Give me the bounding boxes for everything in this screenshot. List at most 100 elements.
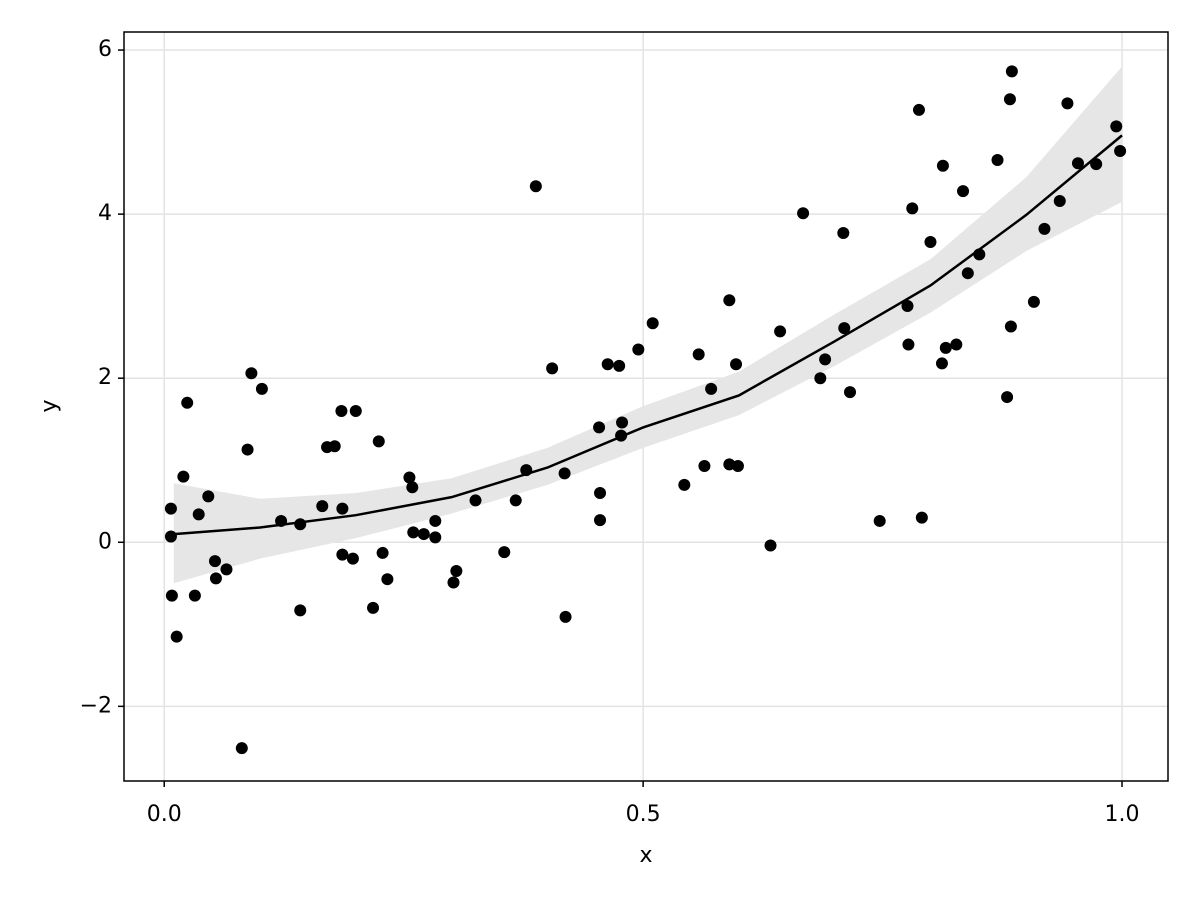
- scatter-point: [838, 322, 851, 335]
- scatter-point: [837, 226, 850, 239]
- scatter-point: [819, 353, 832, 366]
- scatter-point: [698, 459, 711, 472]
- confidence-band: [173, 66, 1123, 584]
- scatter-point: [1114, 144, 1127, 157]
- axes: 0.0 0.5 1.0 −2 0 2 4 6: [80, 37, 1140, 827]
- scatter-point: [328, 440, 341, 453]
- scatter-point: [165, 589, 178, 602]
- scatter-point: [873, 514, 886, 527]
- scatter-point: [601, 358, 614, 371]
- scatter-point: [209, 572, 222, 585]
- x-tick-label: 0.0: [147, 802, 182, 827]
- scatter-point: [447, 576, 460, 589]
- scatter-point: [692, 348, 705, 361]
- scatter-point: [961, 267, 974, 280]
- scatter-point: [164, 502, 177, 515]
- scatter-point: [429, 514, 442, 527]
- scatter-point: [1090, 158, 1103, 171]
- scatter-point: [346, 552, 359, 565]
- scatter-point: [202, 490, 215, 503]
- scatter-point: [450, 564, 463, 577]
- scatter-point: [559, 610, 572, 623]
- scatter-point: [164, 530, 177, 543]
- scatter-point: [335, 405, 348, 418]
- scatter-point: [1053, 194, 1066, 207]
- scatter-point: [950, 338, 963, 351]
- scatter-point: [901, 300, 914, 313]
- scatter-point: [220, 563, 233, 576]
- scatter-point: [316, 500, 329, 513]
- fit-line: [173, 134, 1123, 536]
- y-tick-label: 0: [98, 529, 112, 554]
- scatter-point: [1061, 97, 1074, 110]
- scatter-point: [181, 396, 194, 409]
- scatter-point: [336, 548, 349, 561]
- scatter-point: [403, 471, 416, 484]
- marks: [164, 65, 1127, 755]
- scatter-point: [730, 358, 743, 371]
- y-tick-label: −2: [80, 693, 112, 718]
- scatter-point: [255, 382, 268, 395]
- scatter-point: [177, 470, 190, 483]
- scatter-point: [646, 317, 659, 330]
- scatter-point: [723, 294, 736, 307]
- scatter-point: [814, 372, 827, 385]
- scatter-point: [594, 487, 607, 500]
- scatter-point: [764, 539, 777, 552]
- scatter-point: [678, 478, 691, 491]
- scatter-point: [469, 494, 482, 507]
- scatter-point: [372, 435, 385, 448]
- scatter-point: [294, 518, 307, 531]
- x-tick-label: 0.5: [626, 802, 661, 827]
- scatter-point: [406, 481, 419, 494]
- scatter-point: [208, 555, 221, 568]
- scatter-point: [774, 325, 787, 338]
- scatter-point: [1071, 157, 1084, 170]
- x-tick-label: 1.0: [1105, 802, 1140, 827]
- y-tick-label: 4: [98, 201, 112, 226]
- y-axis-label: y: [37, 399, 62, 412]
- scatter-point: [367, 601, 380, 614]
- scatter-point: [407, 526, 420, 539]
- scatter-point: [245, 367, 258, 380]
- scatter-point: [844, 386, 857, 399]
- scatter-point: [529, 180, 542, 193]
- scatter-point: [1110, 120, 1123, 133]
- scatter-point: [1005, 65, 1018, 78]
- scatter-point: [939, 341, 952, 354]
- scatter-point: [188, 589, 201, 602]
- scatter-point: [546, 362, 559, 375]
- scatter-point: [957, 185, 970, 198]
- scatter-point: [1001, 391, 1014, 404]
- scatter-point: [349, 405, 362, 418]
- scatter-point: [924, 236, 937, 249]
- scatter-point: [1027, 295, 1040, 308]
- scatter-point: [935, 357, 948, 370]
- scatter-point: [241, 443, 254, 456]
- scatter-point: [915, 511, 928, 524]
- scatter-point: [632, 343, 645, 356]
- scatter-point: [616, 416, 629, 429]
- scatter-point: [558, 467, 571, 480]
- confidence-band-area: [173, 66, 1123, 584]
- scatter-point: [336, 502, 349, 515]
- scatter-point: [731, 459, 744, 472]
- scatter-point: [429, 531, 442, 544]
- scatter-point: [912, 103, 925, 116]
- scatter-point: [906, 202, 919, 215]
- scatter-point: [991, 153, 1004, 166]
- scatter-point: [1004, 320, 1017, 333]
- y-tick-label: 6: [98, 37, 112, 62]
- scatter-point: [192, 508, 205, 521]
- plot-frame: [123, 31, 1169, 782]
- scatter-point: [613, 359, 626, 372]
- scatter-point: [294, 604, 307, 617]
- scatter-point: [235, 742, 248, 755]
- scatter-point: [1038, 222, 1051, 235]
- scatter-point: [376, 546, 389, 559]
- scatter-point: [902, 338, 915, 351]
- scatter-point: [381, 573, 394, 586]
- scatter-point: [797, 207, 810, 220]
- scatter-point: [1003, 93, 1016, 106]
- scatter-point: [509, 494, 522, 507]
